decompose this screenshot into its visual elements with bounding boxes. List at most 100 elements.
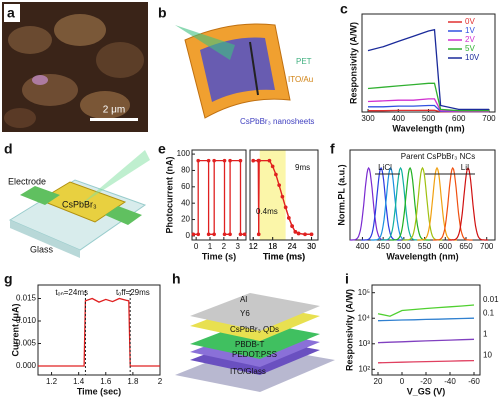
x-tick-label: 2	[158, 377, 163, 386]
x-tick-label: 24	[288, 242, 297, 251]
series-line	[377, 304, 475, 317]
x-tick-label: 700	[482, 114, 496, 123]
annotation: 0.4ms	[256, 207, 278, 216]
x-tick-label: 500	[397, 242, 411, 251]
legend-label: 10V	[465, 53, 480, 62]
x-tick-label: 400	[356, 242, 370, 251]
series-marker	[238, 158, 243, 163]
x-axis-label: Time (ms)	[263, 251, 305, 261]
x-tick-label: 0	[194, 242, 199, 251]
label-bg	[4, 4, 20, 22]
y-axis-label: Current (μA)	[10, 303, 20, 356]
y-tick-label: 40	[181, 198, 190, 207]
x-tick-label: 600	[452, 114, 466, 123]
y-tick-label: 100	[177, 149, 191, 158]
part-label: Glass	[30, 244, 54, 254]
series-line	[367, 28, 489, 111]
series-marker	[206, 232, 211, 237]
x-tick-label: 1.2	[46, 377, 58, 386]
panel-label: c	[340, 1, 348, 17]
series-marker	[228, 158, 232, 163]
series-marker	[274, 172, 278, 177]
y-axis-label: Photocurrent (nA)	[164, 157, 174, 234]
x-axis-label: V_GS (V)	[407, 386, 446, 396]
annotation: LiCl	[378, 163, 392, 172]
series-line	[377, 359, 475, 364]
panel-label: a	[7, 5, 15, 21]
legend-label: 2V	[465, 35, 475, 44]
y-tick-label: 0.015	[16, 294, 37, 303]
x-tick-label: 400	[392, 114, 406, 123]
series-line	[377, 338, 475, 344]
panel-label: h	[172, 271, 181, 287]
annotation: 9ms	[295, 163, 310, 172]
device-sketch	[175, 23, 291, 119]
series-marker	[251, 158, 256, 163]
x-axis-label: Time (s)	[202, 251, 236, 261]
y-tick-label: 10³	[358, 339, 370, 348]
x-tick-label: 450	[376, 242, 390, 251]
annotation: tₒₙ=24ms	[55, 288, 88, 297]
series-marker	[228, 232, 232, 237]
series-marker	[238, 232, 243, 237]
y-tick-label: 0	[186, 231, 191, 240]
series-marker	[212, 158, 216, 163]
x-tick-label: 3	[235, 242, 240, 251]
panel-label: g	[4, 271, 13, 287]
legend-label: 5V	[465, 44, 475, 53]
x-tick-label: 1.6	[100, 377, 112, 386]
series-marker	[242, 232, 247, 237]
x-axis-label: Time (sec)	[77, 386, 121, 396]
device-stack	[175, 293, 335, 392]
series-marker	[222, 232, 227, 237]
panel-label: e	[158, 141, 166, 157]
plot-frame	[191, 149, 247, 241]
series-label: 1	[483, 329, 488, 338]
series-marker	[309, 232, 314, 237]
x-tick-label: 650	[459, 242, 473, 251]
series-marker	[222, 158, 227, 163]
x-tick-label: 2	[222, 242, 227, 251]
series-line	[367, 82, 489, 112]
x-tick-label: 18	[268, 242, 277, 251]
x-tick-label: 18	[268, 242, 277, 251]
plot-frame	[37, 284, 161, 376]
pl-curve	[432, 166, 473, 241]
series-marker	[270, 164, 275, 169]
x-axis-label: Time (ms)	[263, 251, 305, 261]
sem-image	[2, 2, 148, 132]
series-line	[253, 159, 312, 235]
series-marker	[303, 232, 307, 237]
part-label: PEDOT:PSS	[232, 350, 277, 359]
series-marker	[196, 232, 201, 237]
plot-frame	[249, 149, 319, 241]
part-label: ITO/Glass	[230, 367, 266, 376]
x-tick-label: 600	[439, 242, 453, 251]
y-tick-label: 80	[181, 166, 190, 175]
y-tick-label: 0.005	[16, 339, 37, 348]
series-line	[377, 317, 475, 322]
y-tick-label: 20	[181, 215, 190, 224]
x-tick-label: 12	[249, 242, 258, 251]
series-marker	[257, 158, 261, 163]
scale-bar-label: 2 μm	[103, 105, 125, 116]
series-label: 10	[483, 351, 492, 360]
y-tick-label: 0.010	[16, 316, 37, 325]
pl-curve	[448, 166, 488, 241]
legend-label: 1V	[465, 26, 475, 35]
pl-curve	[380, 166, 421, 241]
series-line	[193, 159, 245, 235]
x-tick-label: -40	[444, 377, 456, 386]
part-label: CsPbBr₃	[62, 199, 97, 209]
x-tick-label: -60	[468, 377, 480, 386]
panel-label: f	[330, 141, 335, 157]
y-tick-label: 10⁵	[358, 288, 370, 297]
part-label: CsPbBr₃ QDs	[230, 325, 279, 334]
part-label: PET	[296, 57, 312, 66]
series-line	[38, 297, 160, 367]
x-tick-label: 20	[374, 377, 383, 386]
series-marker	[256, 232, 261, 237]
x-tick-label: 30	[307, 242, 316, 251]
part-label: Y6	[240, 309, 250, 318]
